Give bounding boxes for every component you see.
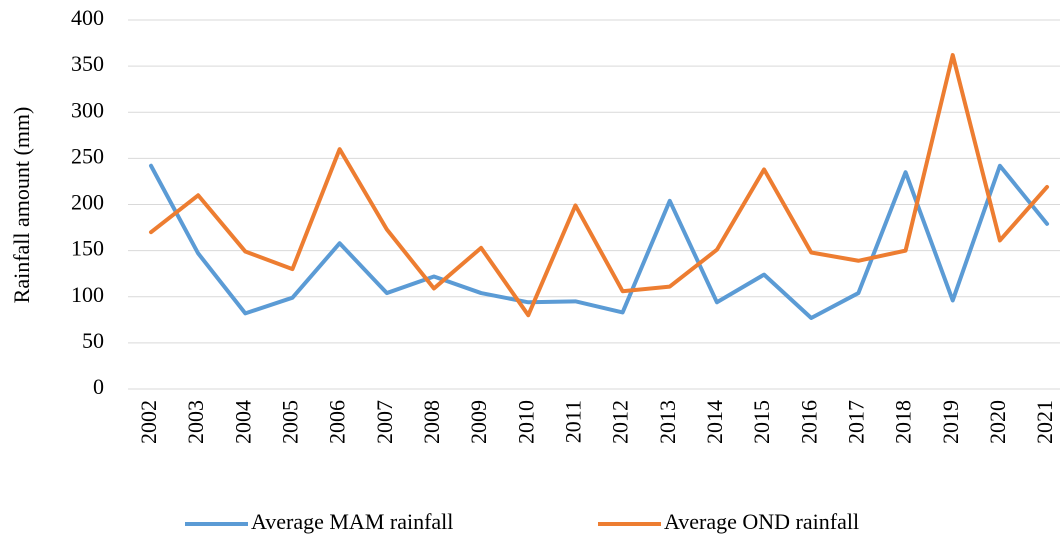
- series-line: [149, 163, 1050, 320]
- x-tick-label: 2005: [278, 400, 303, 444]
- x-tick-label: 2014: [702, 400, 727, 444]
- x-tick-label: 2010: [513, 400, 538, 444]
- x-tick-label: 2020: [985, 400, 1010, 444]
- x-tick-label: 2004: [230, 400, 255, 444]
- y-tick-label: 250: [71, 143, 104, 168]
- y-tick-label: 150: [71, 236, 104, 261]
- y-tick-label: 0: [93, 374, 104, 399]
- x-tick-label: 2019: [938, 400, 963, 444]
- x-tick-label: 2015: [749, 400, 774, 444]
- y-tick-label: 350: [71, 51, 104, 76]
- x-tick-label: 2006: [325, 400, 350, 444]
- y-axis-title: Rainfall amount (mm): [9, 107, 34, 304]
- y-tick-label: 200: [71, 190, 104, 215]
- x-tick-label: 2011: [560, 400, 585, 443]
- legend-label: Average OND rainfall: [664, 509, 859, 534]
- x-tick-label: 2012: [608, 400, 633, 444]
- x-tick-label: 2013: [655, 400, 680, 444]
- x-tick-label: 2021: [1032, 400, 1057, 444]
- y-tick-label: 50: [82, 328, 104, 353]
- x-tick-label: 2016: [796, 400, 821, 444]
- y-tick-label: 100: [71, 282, 104, 307]
- x-tick-label: 2018: [891, 400, 916, 444]
- legend-label: Average MAM rainfall: [251, 509, 453, 534]
- x-tick-label: 2009: [466, 400, 491, 444]
- x-tick-label: 2007: [372, 400, 397, 444]
- y-tick-label: 300: [71, 97, 104, 122]
- x-tick-label: 2003: [183, 400, 208, 444]
- x-tick-label: 2008: [419, 400, 444, 444]
- y-tick-label: 400: [71, 5, 104, 30]
- x-tick-label: 2002: [136, 400, 161, 444]
- x-tick-label: 2017: [843, 400, 868, 444]
- series-line: [149, 53, 1050, 318]
